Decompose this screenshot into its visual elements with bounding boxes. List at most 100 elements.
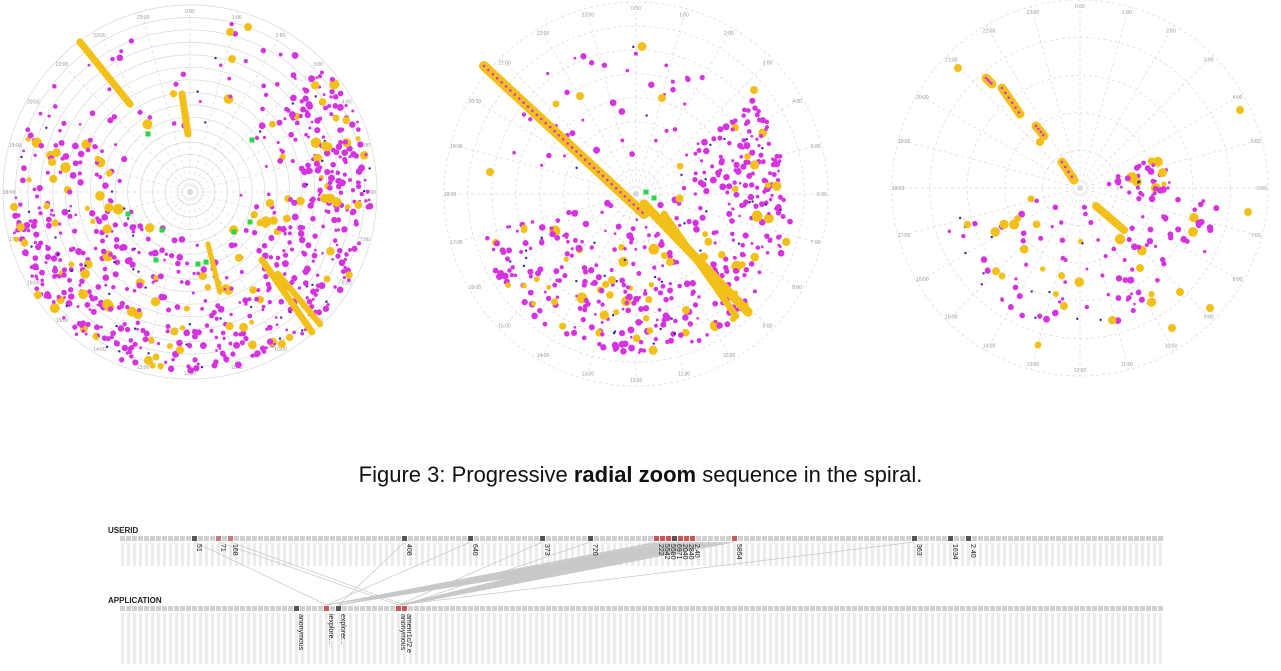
spiral-hour-label: 0:00: [185, 9, 195, 15]
event-point: [250, 353, 255, 358]
event-streak-point: [126, 100, 134, 108]
event-streak-point: [732, 312, 740, 320]
userid-cell: [1146, 536, 1151, 541]
event-point: [745, 159, 751, 166]
event-point-large: [1060, 302, 1068, 310]
event-point: [1043, 315, 1050, 323]
event-point: [61, 267, 68, 273]
event-point: [40, 278, 45, 283]
spiral-hour-label: 8:00: [792, 285, 802, 291]
event-point-navy: [1081, 242, 1084, 245]
event-point: [775, 210, 782, 216]
event-point: [329, 95, 333, 99]
event-point-gold: [1039, 266, 1046, 272]
application-cell: [612, 606, 617, 611]
spiral-hour-label: 5:00: [1251, 139, 1261, 145]
application-cell: [174, 606, 179, 611]
userid-label: 6971: [675, 544, 682, 560]
event-point: [233, 331, 239, 337]
event-point: [716, 322, 723, 329]
event-point: [582, 303, 588, 309]
event-point: [311, 297, 315, 301]
event-point: [600, 332, 605, 337]
event-point: [276, 140, 280, 145]
event-point: [36, 184, 43, 192]
event-point: [1060, 297, 1065, 301]
spiral-hour-label: 4:00: [792, 99, 802, 105]
event-point: [742, 107, 747, 113]
event-point: [239, 340, 245, 346]
event-point: [718, 159, 725, 166]
event-point: [1141, 160, 1146, 166]
spiral-hour-label: 20:00: [27, 100, 40, 106]
event-point-gold: [13, 236, 20, 243]
event-point: [326, 302, 330, 307]
userid-cell: [120, 536, 125, 541]
event-streak-point: [1015, 109, 1025, 119]
event-point: [521, 298, 528, 306]
application-cell: [936, 606, 941, 611]
event-point-gold: [170, 327, 179, 336]
event-point: [1180, 235, 1188, 243]
event-point: [732, 180, 737, 185]
event-point: [759, 201, 765, 207]
event-point: [244, 302, 248, 306]
event-point-gold: [52, 148, 61, 158]
event-point: [315, 288, 320, 292]
event-point-navy: [131, 234, 135, 237]
event-streak-overlay: [614, 186, 618, 190]
event-point: [119, 49, 124, 54]
userid-cell: [642, 536, 647, 541]
event-point: [668, 282, 672, 286]
userid-cell: [540, 536, 545, 541]
event-point: [143, 330, 150, 337]
event-point: [1213, 205, 1220, 212]
event-point: [171, 121, 177, 126]
event-point: [253, 351, 260, 358]
event-point: [1144, 243, 1149, 248]
application-cell: [900, 606, 905, 611]
event-point: [50, 255, 58, 262]
event-point: [53, 143, 59, 148]
event-point: [604, 199, 611, 207]
userid-cell: [390, 536, 395, 541]
event-point: [319, 70, 324, 75]
event-point: [674, 215, 679, 221]
application-cell: [666, 606, 671, 611]
spiral-spoke: [189, 191, 353, 286]
event-point: [575, 244, 583, 252]
event-point-gold: [249, 286, 257, 294]
event-point: [573, 326, 577, 329]
event-point: [45, 170, 50, 175]
event-point: [673, 318, 678, 324]
event-point: [217, 305, 225, 313]
spiral-hour-label: 5:00: [811, 144, 821, 150]
userid-cell: [828, 536, 833, 541]
event-point: [100, 238, 106, 244]
userid-cell: [150, 536, 155, 541]
event-point-large: [576, 92, 584, 100]
event-point: [555, 295, 560, 300]
event-point: [282, 252, 289, 258]
event-point: [597, 341, 602, 347]
event-point: [179, 280, 184, 284]
event-point: [594, 263, 599, 268]
event-point-navy: [291, 102, 294, 105]
application-cell: [642, 606, 647, 611]
event-point: [713, 241, 717, 245]
userid-cell: [822, 536, 827, 541]
event-point-gold: [51, 219, 59, 227]
userid-cell: [744, 536, 749, 541]
event-point: [275, 255, 281, 261]
event-point: [168, 252, 175, 259]
application-cell: [1086, 606, 1091, 611]
userid-label: 408: [405, 544, 412, 556]
spiral-hour-label: 16:00: [27, 281, 40, 287]
event-point-navy: [958, 216, 962, 220]
spiral-hour-label: 7:00: [1251, 233, 1261, 239]
event-point: [350, 208, 357, 215]
userid-cell: [1110, 536, 1115, 541]
event-point: [329, 88, 335, 95]
event-point: [285, 328, 289, 332]
spiral-hour-label: 2:00: [1166, 28, 1176, 34]
